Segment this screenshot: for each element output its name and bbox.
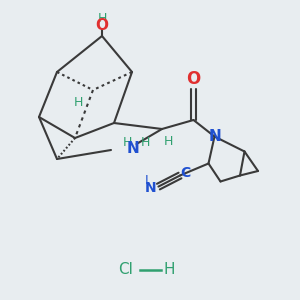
Text: C: C <box>180 166 190 180</box>
Text: Cl: Cl <box>118 262 134 278</box>
Text: O: O <box>95 18 109 33</box>
Text: H: H <box>163 134 173 148</box>
Text: H: H <box>141 136 150 149</box>
Text: N: N <box>145 181 157 195</box>
Text: H: H <box>123 136 132 149</box>
Text: N: N <box>127 141 140 156</box>
Text: I: I <box>145 173 149 187</box>
Text: H: H <box>73 95 83 109</box>
Text: H: H <box>164 262 175 278</box>
Text: O: O <box>186 70 201 88</box>
Text: H: H <box>97 11 107 25</box>
Text: N: N <box>208 129 221 144</box>
